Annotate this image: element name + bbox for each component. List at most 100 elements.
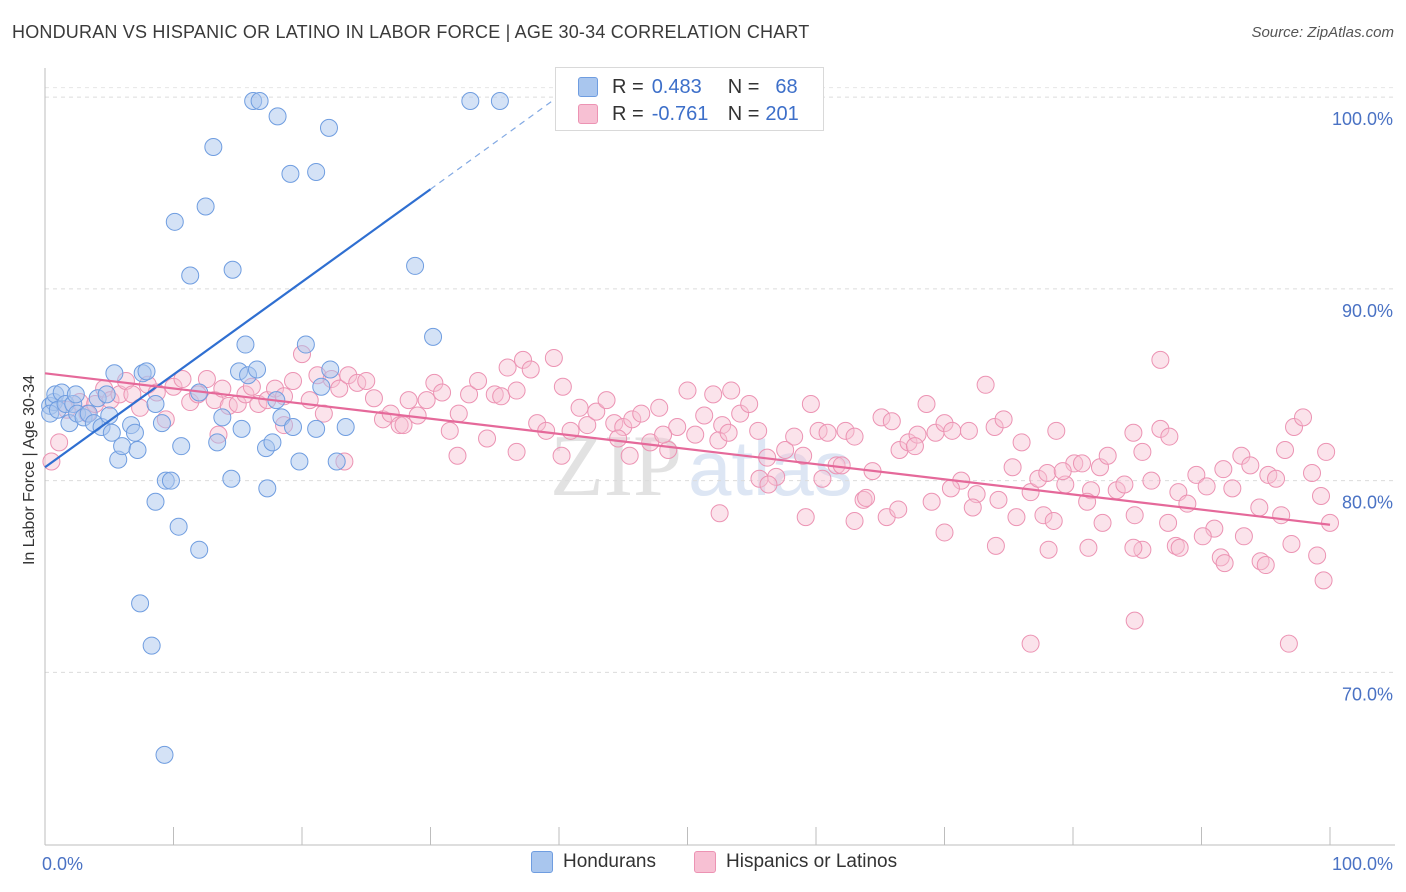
honduran-point [319,118,338,137]
hispanic-point [905,437,924,456]
hispanic-point [605,414,624,433]
honduran-point [223,260,242,279]
y-tick-label: 70.0% [1342,684,1393,704]
honduran-point [102,423,121,442]
correlation-legend: R = 0.483 N = 68 R = -0.761 N = 201 [555,67,824,131]
hispanic-point [1034,506,1053,525]
honduran-point [290,452,309,471]
honduran-point [248,360,267,379]
hispanic-point [1079,538,1098,557]
hispanic-point [809,421,828,440]
hispanic-point [818,423,837,442]
hispanic-point [50,433,69,452]
hispanic-point [1187,465,1206,484]
hispanic-point [173,370,192,389]
hispanic-point [963,498,982,517]
honduran-point [312,377,331,396]
hispanic-point [890,440,909,459]
hispanic-point [449,404,468,423]
hispanic-point [394,416,413,435]
hispanic-point [941,479,960,498]
x-tick-label-min: 0.0% [42,854,83,874]
y-tick-label: 80.0% [1342,493,1393,513]
hispanic-point [236,385,255,404]
hispanic-point [1012,433,1031,452]
hispanic-point [845,511,864,530]
hispanic-point [1124,538,1143,557]
hispanic-point [1276,440,1295,459]
hispanic-point [284,371,303,390]
hispanic-point [1294,408,1313,427]
hispanic-point [1160,427,1179,446]
honduran-point [236,335,255,354]
hispanic-point [794,446,813,465]
hispanic-point [1029,469,1048,488]
honduran-point [296,335,315,354]
hispanic-point [1003,458,1022,477]
honduran-points [41,92,509,764]
hispanic-point [425,373,444,392]
hispanic-point [1214,460,1233,479]
hispanic-point [632,404,651,423]
hispanic-point [967,485,986,504]
hispanic-point [1142,471,1161,490]
hispanic-point [614,417,633,436]
hispanic-point [1098,446,1117,465]
honduran-point [146,492,165,511]
hispanic-point [1133,442,1152,461]
hispanic-point [719,423,738,442]
hispanic-point [1125,506,1144,525]
hispanic-point [448,446,467,465]
honduran-point [461,92,480,111]
hispanic-point [1282,534,1301,553]
hispanic-point [597,391,616,410]
hispanic-point [935,414,954,433]
hispanic-point [1072,454,1091,473]
hispanic-point [659,440,678,459]
bottom-legend-hispanics: Hispanics or Latinos [694,851,897,873]
legend-swatch-pink [578,104,598,124]
legend-n-value: 68 [775,75,798,98]
hispanic-point [514,350,533,369]
hispanic-point [935,523,954,542]
honduran-trend-extension [430,90,566,190]
hispanic-point [654,425,673,444]
honduran-point [250,92,269,111]
honduran-point [213,408,232,427]
honduran-point [208,433,227,452]
hispanic-point [570,398,589,417]
hispanic-point [498,358,517,377]
hispanic-point [1039,540,1058,559]
hispanic-point [668,417,687,436]
honduran-point [336,417,355,436]
watermark-atlas: atlas [688,424,853,512]
hispanic-point [989,490,1008,509]
honduran-point [142,636,161,655]
hispanic-point [521,360,540,379]
hispanic-point [1317,442,1336,461]
hispanic-point [1093,513,1112,532]
hispanic-point [364,389,383,408]
hispanic-point [832,456,851,475]
hispanic-point [650,398,669,417]
hispanic-point [330,379,349,398]
hispanic-point [1312,487,1331,506]
honduran-point [284,417,303,436]
hispanic-point [678,381,697,400]
hispanic-point [1125,611,1144,630]
honduran-point [424,327,443,346]
hispanic-point [1232,446,1251,465]
honduran-point [152,414,171,433]
hispanic-point [686,425,705,444]
hispanic-point [1159,513,1178,532]
hispanic-point [1053,462,1072,481]
hispanic-point [709,431,728,450]
hispanic-point [796,508,815,527]
hispanic-point [872,408,891,427]
hispanic-point [1321,513,1339,532]
chart-title: HONDURAN VS HISPANIC OR LATINO IN LABOR … [12,22,810,42]
honduran-point [268,107,287,126]
hispanic-point [1124,423,1143,442]
hispanic-point [749,421,768,440]
hispanic-point [552,446,571,465]
